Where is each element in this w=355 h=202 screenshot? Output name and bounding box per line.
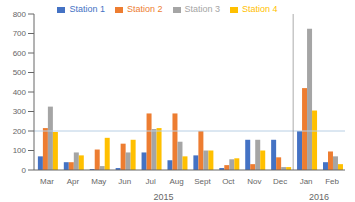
svg-text:100: 100 [13, 146, 27, 155]
html-text:Station 1: Station 1 [69, 4, 105, 14]
svg-text:800: 800 [13, 10, 27, 19]
svg-text:300: 300 [13, 107, 27, 116]
html-text:Station 3: Station 3 [184, 4, 220, 14]
svg-text:Nov: Nov [247, 177, 261, 186]
svg-text:600: 600 [13, 49, 27, 58]
svg-text:Jul: Jul [146, 177, 156, 186]
svg-text:Sept: Sept [194, 177, 211, 186]
html-text:Station 4: Station 4 [242, 4, 278, 14]
svg-text:Apr: Apr [67, 177, 80, 186]
svg-text:0: 0 [22, 166, 27, 175]
svg-text:May: May [91, 177, 106, 186]
svg-text:Mar: Mar [40, 177, 54, 186]
svg-text:Jun: Jun [118, 177, 131, 186]
html-text:Station 2: Station 2 [127, 4, 163, 14]
svg-text:Aug: Aug [169, 177, 183, 186]
svg-text:Oct: Oct [222, 177, 235, 186]
svg-text:700: 700 [13, 29, 27, 38]
svg-text:400: 400 [13, 88, 27, 97]
svg-text:Dec: Dec [273, 177, 287, 186]
svg-text:Feb: Feb [325, 177, 339, 186]
svg-text:500: 500 [13, 68, 27, 77]
svg-text:200: 200 [13, 127, 27, 136]
svg-text:2015: 2015 [154, 192, 174, 202]
svg-text:2016: 2016 [309, 192, 329, 202]
svg-text:Jan: Jan [300, 177, 313, 186]
